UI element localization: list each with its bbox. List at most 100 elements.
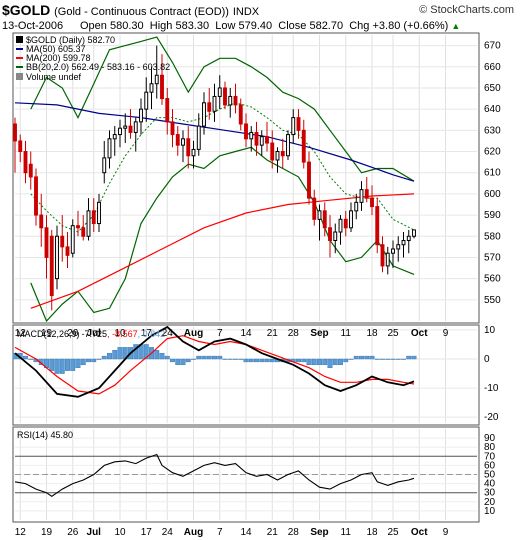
candle-body bbox=[144, 91, 149, 110]
price-x-tick-label: 12 bbox=[15, 328, 27, 339]
rsi-y-tick-label: 80 bbox=[484, 442, 496, 453]
legend-price-swatch bbox=[16, 36, 23, 43]
candle-body bbox=[170, 121, 175, 136]
price-y-tick-label: 660 bbox=[484, 62, 501, 73]
macd-histogram-bar bbox=[395, 358, 401, 360]
price-y-tick-label: 560 bbox=[484, 274, 501, 285]
rsi-line bbox=[14, 453, 415, 497]
price-y-tick-label: 620 bbox=[484, 147, 501, 158]
macd-histogram-bar bbox=[206, 355, 212, 360]
grid-layer bbox=[15, 35, 477, 520]
candle-body bbox=[70, 225, 75, 254]
candle-body bbox=[212, 95, 217, 112]
ma200-line bbox=[30, 193, 415, 309]
candle-body bbox=[401, 239, 406, 246]
price-x-tick-label: Jul bbox=[87, 328, 102, 339]
price-x-tick-label: Sep bbox=[310, 328, 328, 339]
candle-body bbox=[244, 123, 248, 140]
candle-body bbox=[160, 74, 164, 100]
candle-body bbox=[76, 225, 80, 229]
macd-histogram-bar bbox=[59, 358, 65, 374]
candle-body bbox=[280, 151, 285, 157]
candle-body bbox=[296, 117, 301, 131]
rsi-x-tick-label: 24 bbox=[162, 527, 174, 538]
macd-histogram-bar bbox=[80, 358, 86, 366]
macd-histogram-bar bbox=[65, 358, 70, 371]
macd-histogram-bar bbox=[96, 358, 102, 360]
price-x-tick-label: 28 bbox=[288, 328, 300, 339]
candle-body bbox=[359, 189, 364, 203]
macd-histogram-bar bbox=[180, 358, 186, 366]
macd-histogram-bar bbox=[212, 355, 217, 360]
macd-histogram-bar bbox=[401, 358, 406, 360]
candle-body bbox=[380, 244, 385, 267]
candle-body bbox=[249, 131, 254, 140]
candle-body bbox=[412, 229, 416, 237]
candle-body bbox=[18, 140, 23, 153]
candle-body bbox=[65, 246, 70, 256]
price-y-tick-label: 590 bbox=[484, 210, 501, 221]
rsi-y-tick-label: 40 bbox=[484, 479, 496, 490]
candle-body bbox=[370, 197, 374, 208]
chg-label: Chg bbox=[349, 20, 370, 32]
chg-value: +3.80 (+0.66%) bbox=[372, 20, 449, 32]
legend-macd-value: -7.725 bbox=[82, 329, 108, 339]
rsi-x-tick-label: Aug bbox=[184, 527, 203, 538]
macd-histogram-bar bbox=[243, 358, 249, 363]
macd-histogram-bar bbox=[238, 358, 244, 360]
rsi-x-tick-label: 12 bbox=[15, 527, 27, 538]
candle-body bbox=[307, 161, 311, 199]
candle-body bbox=[207, 102, 212, 112]
chart-symbol-title: $GOLD (Gold - Continuous Contract (EOD))… bbox=[2, 2, 259, 18]
candle-body bbox=[34, 176, 38, 216]
rsi-x-tick-label: Oct bbox=[411, 527, 428, 538]
candle-body bbox=[338, 218, 343, 233]
macd-histogram-bar bbox=[264, 358, 270, 363]
candle-body bbox=[406, 235, 411, 241]
macd-histogram-bar bbox=[201, 355, 207, 360]
close-value: 582.70 bbox=[309, 20, 344, 32]
candle-body bbox=[364, 189, 369, 199]
macd-histogram-bar bbox=[54, 358, 60, 374]
candle-body bbox=[154, 74, 159, 85]
candle-body bbox=[23, 151, 28, 174]
legend-ma200: MA(200) 599.78 bbox=[26, 53, 91, 63]
macd-histogram-bar bbox=[301, 358, 307, 363]
candle-body bbox=[322, 210, 327, 229]
price-y-tick-label: 570 bbox=[484, 252, 501, 263]
price-x-tick-label: 24 bbox=[162, 328, 174, 339]
macd-histogram-bar bbox=[269, 358, 275, 363]
price-x-tick-label: 26 bbox=[67, 328, 79, 339]
macd-histogram-bar bbox=[332, 358, 338, 366]
macd-histogram-bar bbox=[311, 358, 317, 366]
rsi-x-tick-label: Sep bbox=[310, 527, 328, 538]
price-y-tick-label: 610 bbox=[484, 168, 501, 179]
rsi-y-tick-label: 50 bbox=[484, 470, 496, 481]
macd-y-tick-label: 0 bbox=[484, 354, 490, 365]
rsi-y-tick-label: 90 bbox=[484, 433, 496, 444]
candle-body bbox=[97, 201, 101, 225]
legend-bb: BB(20,2.0) 562.49 - 583.16 - 603.82 bbox=[26, 62, 170, 72]
candle-body bbox=[291, 117, 296, 136]
rsi-x-tick-label: 21 bbox=[267, 527, 279, 538]
candle-body bbox=[275, 151, 280, 161]
macd-histogram-bar bbox=[154, 350, 160, 360]
candle-body bbox=[28, 163, 33, 178]
macd-histogram-bar bbox=[117, 347, 123, 360]
candle-body bbox=[165, 98, 170, 123]
open-label: Open bbox=[80, 20, 107, 32]
candle-body bbox=[238, 104, 243, 125]
price-y-tick-label: 650 bbox=[484, 83, 501, 94]
price-x-tick-label: Aug bbox=[184, 328, 203, 339]
candle-body bbox=[13, 123, 17, 142]
candle-body bbox=[55, 235, 59, 280]
macd-line bbox=[14, 325, 415, 398]
rsi-x-tick-label: 19 bbox=[41, 527, 53, 538]
candle-body bbox=[286, 134, 290, 157]
legend-rsi: RSI(14) 45.80 bbox=[17, 430, 73, 440]
candle-body bbox=[301, 129, 306, 163]
rsi-y-tick-label: 60 bbox=[484, 460, 496, 471]
candle-body bbox=[328, 227, 332, 241]
candle-body bbox=[202, 102, 206, 127]
candle-body bbox=[396, 244, 401, 250]
